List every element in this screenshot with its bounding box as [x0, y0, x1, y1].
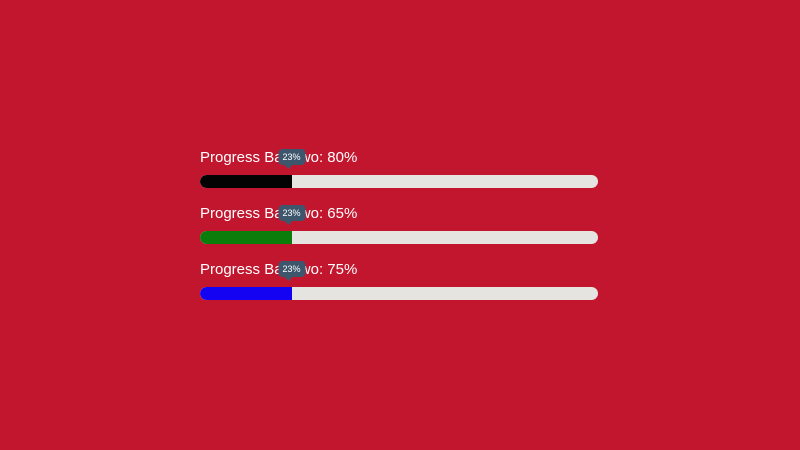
- progress-tooltip-badge: 23%: [278, 149, 306, 169]
- progress-bar-label: Progress Bar Two: 80%: [200, 149, 358, 166]
- progress-bar-track: [200, 287, 598, 300]
- progress-bar-label: Progress Bar Two: 65%: [200, 205, 358, 222]
- progress-bar-group: Progress Bar Two: 75% 23%: [200, 259, 598, 300]
- progress-bars-container: Progress Bar Two: 80% 23% Progress Bar T…: [200, 147, 598, 315]
- progress-tooltip-badge: 23%: [278, 205, 306, 225]
- progress-bar-group: Progress Bar Two: 65% 23%: [200, 203, 598, 244]
- progress-bar-track: [200, 231, 598, 244]
- progress-tooltip-badge: 23%: [278, 261, 306, 281]
- progress-bar-label: Progress Bar Two: 75%: [200, 261, 358, 278]
- progress-bar-fill: [200, 287, 292, 300]
- progress-bar-fill: [200, 175, 292, 188]
- progress-bar-fill: [200, 231, 292, 244]
- progress-bar-group: Progress Bar Two: 80% 23%: [200, 147, 598, 188]
- progress-bar-track: [200, 175, 598, 188]
